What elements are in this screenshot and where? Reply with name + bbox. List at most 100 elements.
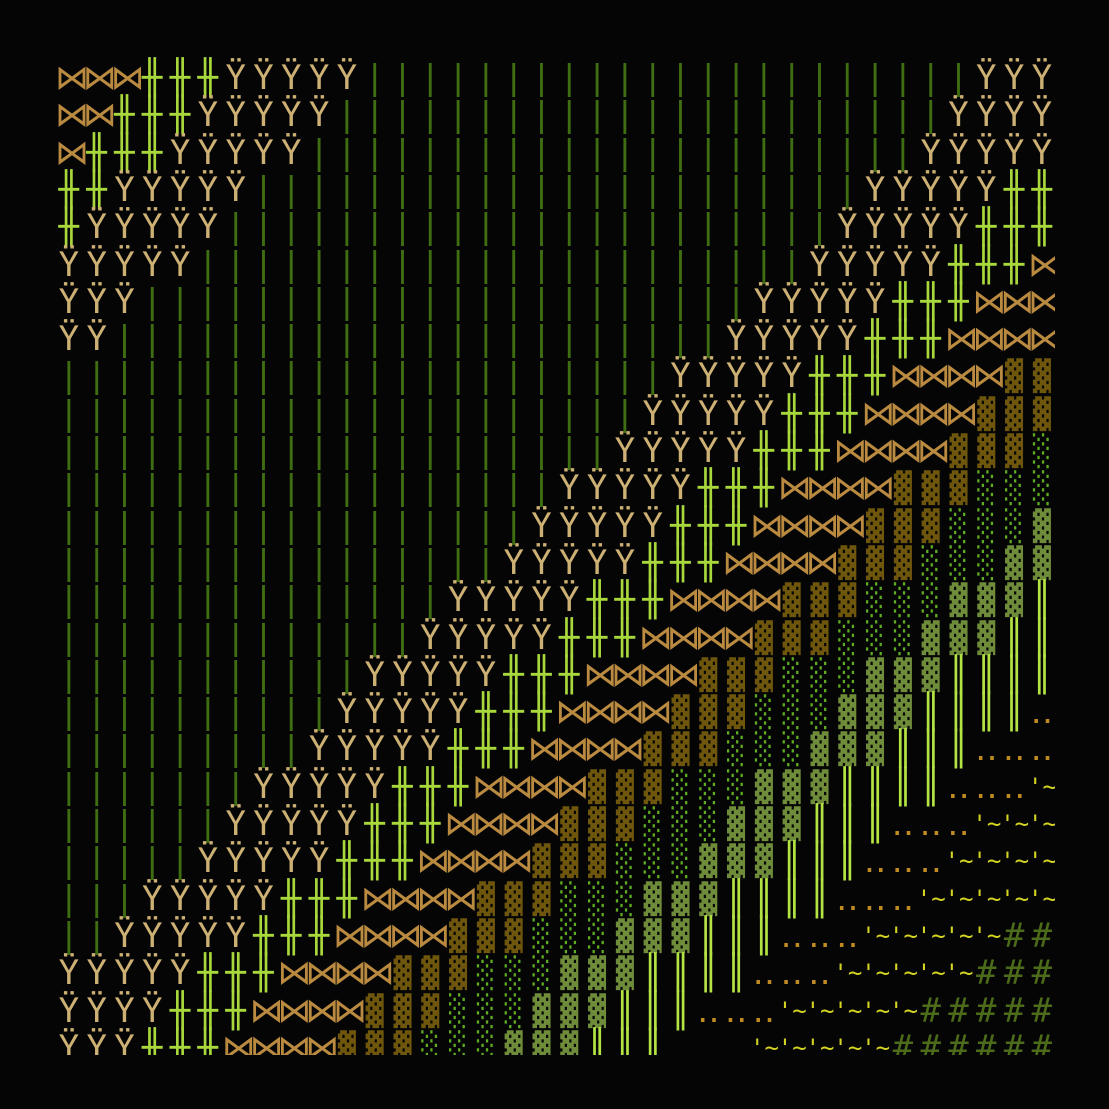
glyph-shade-dots: ░: [671, 844, 690, 880]
glyph-line: |: [864, 132, 886, 173]
glyph-bowtie: ⋈: [944, 319, 979, 360]
glyph-shade-dots: ░: [754, 695, 773, 731]
glyph-figure: Ÿ: [225, 132, 246, 173]
glyph-figure: Ÿ: [670, 356, 691, 397]
glyph-shade-dots: ░: [588, 881, 607, 917]
glyph-double-bar: ║: [976, 692, 997, 733]
glyph-line: |: [58, 915, 80, 956]
glyph-cross: ╫: [809, 356, 830, 397]
glyph-line: |: [503, 132, 524, 173]
glyph-line: |: [420, 244, 441, 285]
glyph-line: |: [142, 542, 163, 583]
glyph-cross: ╫: [197, 58, 219, 98]
glyph-shade-dots: ░: [866, 583, 885, 619]
glyph-cross: ╫: [586, 617, 608, 658]
glyph-line: |: [837, 169, 858, 210]
glyph-tilde: '~: [944, 884, 974, 913]
glyph-line: |: [586, 244, 608, 285]
glyph-line: |: [420, 132, 441, 173]
glyph-figure: Ÿ: [169, 915, 191, 956]
glyph-figure: Ÿ: [614, 468, 636, 509]
glyph-dots: ‥: [835, 915, 859, 956]
glyph-shade-brown: ▓: [921, 471, 940, 507]
glyph-line: |: [420, 580, 441, 621]
glyph-line: |: [670, 169, 691, 210]
glyph-line: |: [253, 617, 274, 658]
glyph-shade-olive: ▓: [643, 881, 662, 917]
glyph-line: |: [475, 393, 497, 434]
glyph-line: |: [531, 468, 552, 509]
glyph-cross: ╫: [948, 244, 969, 285]
glyph-shade-dots: ░: [893, 583, 912, 619]
glyph-figure: Ÿ: [920, 132, 941, 173]
glyph-cross: ╫: [364, 841, 385, 882]
glyph-bowtie: ⋈: [444, 804, 479, 844]
glyph-line: |: [281, 617, 302, 658]
glyph-line: |: [169, 431, 191, 471]
glyph-shade-dots: ░: [727, 732, 746, 768]
glyph-line: |: [169, 766, 191, 807]
glyph-shade-dots: ░: [782, 695, 801, 731]
glyph-line: |: [336, 356, 358, 397]
glyph-figure: Ÿ: [531, 580, 552, 621]
glyph-shade-brown: ▓: [838, 545, 857, 581]
glyph-shade-olive: ▓: [671, 918, 690, 954]
glyph-bowtie: ⋈: [972, 319, 1007, 360]
glyph-shade-olive: ▓: [588, 956, 607, 992]
glyph-figure: Ÿ: [948, 169, 969, 210]
glyph-bowtie: ⋈: [666, 617, 701, 658]
glyph-figure: Ÿ: [58, 319, 80, 360]
glyph-tilde: '~: [861, 996, 891, 1025]
glyph-line: |: [642, 281, 663, 322]
glyph-bowtie: ⋈: [416, 915, 451, 956]
glyph-bowtie: ⋈: [305, 953, 340, 994]
glyph-tilde: '~: [972, 884, 1002, 913]
glyph-cross: ╫: [308, 915, 330, 956]
glyph-line: |: [392, 393, 413, 434]
glyph-shade-brown: ▓: [921, 508, 940, 544]
glyph-figure: Ÿ: [281, 841, 302, 882]
glyph-shade-dots: ░: [838, 657, 857, 693]
glyph-line: |: [86, 431, 107, 471]
glyph-line: |: [364, 393, 385, 434]
glyph-cross: ╫: [976, 244, 997, 285]
glyph-cross: ╫: [392, 766, 413, 807]
glyph-figure: Ÿ: [114, 281, 135, 322]
glyph-bowtie: ⋈: [472, 841, 506, 882]
glyph-figure: Ÿ: [308, 841, 330, 882]
glyph-double-bar: ║: [642, 990, 663, 1031]
glyph-bowtie: ⋈: [472, 804, 506, 844]
glyph-line: |: [225, 617, 246, 658]
glyph-shade-olive: ▓: [671, 881, 690, 917]
glyph-cross: ╫: [475, 692, 497, 733]
glyph-line: |: [670, 281, 691, 322]
glyph-double-bar: ║: [920, 766, 941, 807]
glyph-figure: Ÿ: [364, 654, 385, 695]
glyph-shade-olive: ▓: [866, 695, 885, 731]
glyph-shade-olive: ▓: [1005, 583, 1024, 619]
glyph-line: |: [114, 692, 135, 733]
glyph-double-bar: ║: [809, 878, 830, 919]
glyph-tilde: '~: [1000, 884, 1030, 913]
glyph-tilde: '~: [1028, 884, 1055, 913]
glyph-line: |: [531, 95, 552, 136]
glyph-line: |: [225, 766, 246, 807]
glyph-figure: Ÿ: [753, 281, 775, 322]
glyph-figure: Ÿ: [169, 878, 191, 919]
glyph-line: |: [447, 95, 469, 136]
glyph-line: |: [114, 542, 135, 583]
glyph-line: |: [503, 169, 524, 210]
glyph-hash: #: [976, 953, 997, 994]
glyph-cross: ╫: [197, 990, 219, 1031]
glyph-line: |: [364, 169, 385, 210]
glyph-shade-olive: ▓: [838, 732, 857, 768]
glyph-shade-dots: ░: [643, 807, 662, 842]
glyph-line: |: [169, 281, 191, 322]
glyph-cross: ╫: [392, 804, 413, 844]
glyph-line: |: [559, 431, 580, 471]
glyph-shade-brown: ▓: [1005, 396, 1024, 432]
glyph-cross: ╫: [614, 580, 636, 621]
glyph-figure: Ÿ: [86, 1027, 107, 1055]
glyph-bowtie: ⋈: [360, 953, 395, 994]
glyph-hash: #: [976, 1027, 997, 1055]
